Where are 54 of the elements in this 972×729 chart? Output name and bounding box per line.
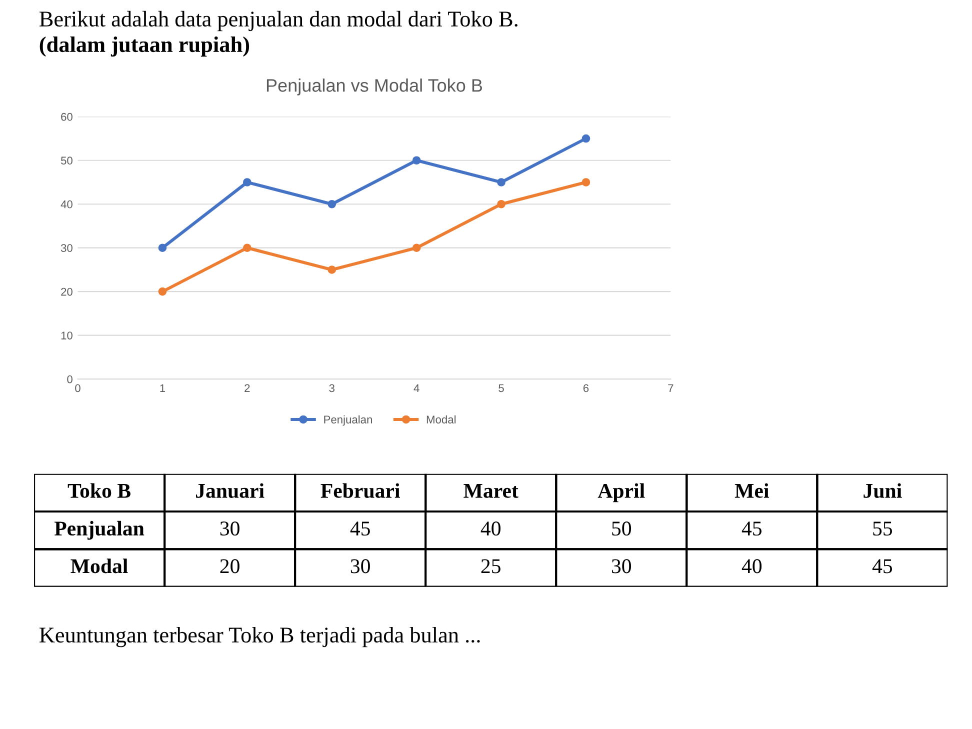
x-axis-title: Penjualan vs Modal Toko B [266,78,482,96]
data-label: 50 [612,522,632,536]
y-tick-label: Penjualan [54,520,144,540]
x-tick-label: 6 [583,384,589,392]
point [497,200,506,208]
data-label: 40 [742,559,762,574]
x-tick-label: Maret [464,484,518,498]
point [497,178,506,186]
x-tick-label: 5 [498,384,504,392]
x-tick-label: 4 [414,384,420,392]
y-tick-label: 30 [60,244,72,252]
legend-label: Penjualan [324,415,372,426]
legend-label: Modal [426,415,456,424]
x-tick-label: April [598,483,645,502]
point [158,287,167,296]
x-tick-label: 1 [160,384,166,392]
x-tick-label: Juni [864,483,902,498]
data-label: 45 [350,522,370,536]
y-tick-label: 40 [60,200,72,208]
data-label: 20 [220,559,240,574]
data-label: 45 [742,522,762,536]
y-tick-label: 10 [61,332,72,340]
point [158,244,167,252]
data-label: 25 [481,559,500,574]
y-tick-label: Modal [70,558,128,574]
y-tick-label: 0 [67,375,72,384]
text: Keuntungan terbesar Toko B terjadi pada bulan ... [40,626,480,648]
point [328,266,336,274]
point [328,200,336,208]
x-tick-label: Januari [196,483,264,498]
chart-subtitle: (dalam jutaan rupiah) [40,36,250,57]
chart-title: Berikut adalah data penjualan dan modal dari Toko B. [40,10,518,32]
y-tick-label: 20 [61,288,72,296]
data-label: 30 [350,559,370,574]
data-label: 40 [480,522,500,536]
data-label: 45 [872,559,892,574]
point [243,178,252,186]
data-label: 55 [873,522,892,536]
x-tick-label: 7 [668,384,674,392]
y-tick-label: 50 [60,156,72,165]
x-tick-label: 2 [244,384,250,392]
x-tick-label: Februari [320,483,400,498]
point [412,156,421,165]
y-axis-title: Toko B [68,483,130,498]
x-tick-label: Mei [734,483,769,498]
point [582,178,590,186]
y-tick-label: 60 [61,112,72,121]
x-tick-label: 0 [75,384,80,392]
point [582,134,590,143]
point [243,244,252,252]
data-label: 30 [220,522,240,536]
point [412,244,421,252]
x-tick-label: 3 [329,384,334,392]
data-label: 30 [612,559,632,574]
